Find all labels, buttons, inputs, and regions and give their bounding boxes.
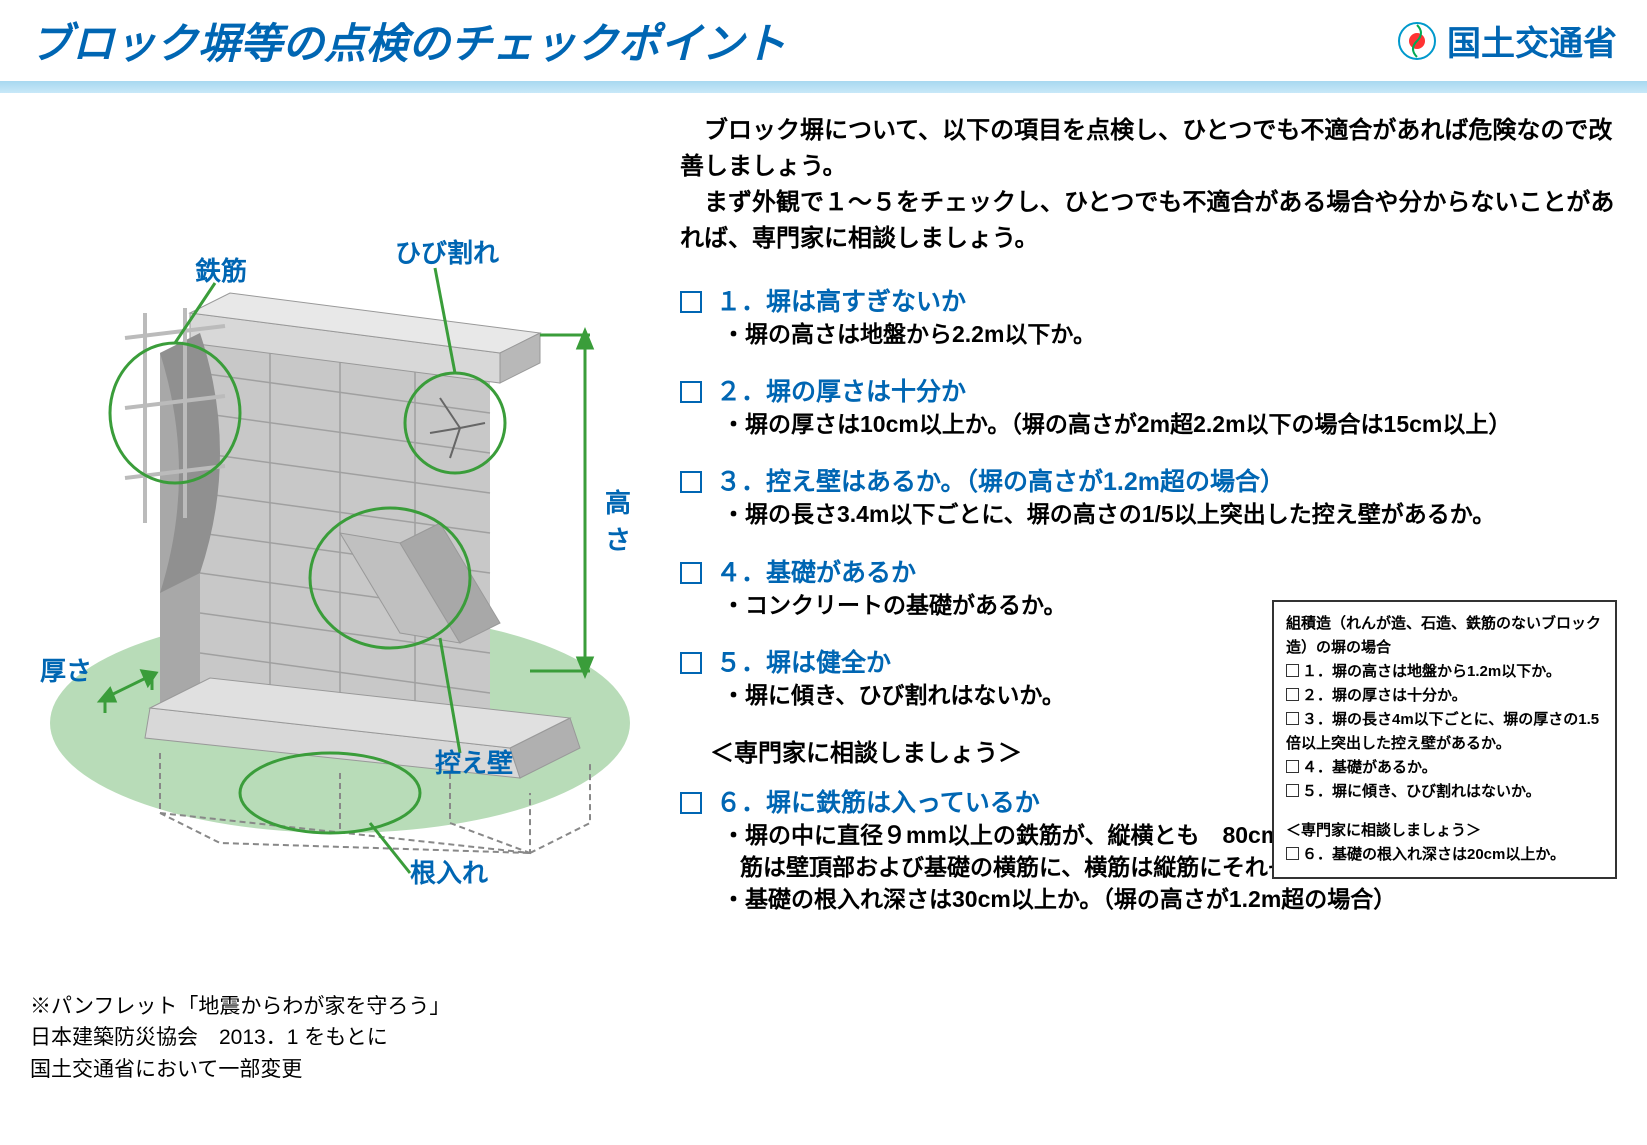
check-item: ３．控え壁はあるか。（塀の高さが1.2m超の場合）・塀の長さ3.4m以下ごとに、…: [680, 462, 1617, 530]
check-head: ３．控え壁はあるか。（塀の高さが1.2m超の場合）: [680, 462, 1617, 498]
infobox-item-row: １．塀の高さは地盤から1.2m以下か。: [1286, 660, 1603, 684]
checkbox-icon: [1286, 760, 1299, 773]
infobox-item: ６．基礎の根入れ深さは20cm以上か。: [1302, 846, 1565, 863]
check-detail: ・基礎の根入れ深さは30cm以上か。（塀の高さが1.2m超の場合）: [680, 883, 1617, 915]
label-footing: 根入れ: [410, 853, 488, 890]
footnote: ※パンフレット「地震からわが家を守ろう」 日本建築防災協会 2013．1 をもと…: [30, 991, 450, 1086]
label-crack: ひび割れ: [395, 233, 499, 270]
label-rebar: 鉄筋: [195, 251, 247, 288]
checkbox-icon: [680, 471, 702, 493]
check-head: ４．基礎があるか: [680, 553, 1617, 589]
label-buttress: 控え壁: [435, 743, 513, 780]
infobox-item-row: ４．基礎があるか。: [1286, 756, 1603, 780]
intro-text: ブロック塀について、以下の項目を点検し、ひとつでも不適合があれば危険なので改善し…: [680, 113, 1617, 257]
check-item: １．塀は高すぎないか・塀の高さは地盤から2.2m以下か。: [680, 282, 1617, 350]
infobox-item-row: ５．塀に傾き、ひび割れはないか。: [1286, 780, 1603, 804]
infobox-title: 組積造（れんが造、石造、鉄筋のないブロック造）の塀の場合: [1286, 612, 1603, 660]
infobox-item: ４．基礎があるか。: [1302, 759, 1437, 776]
label-thickness: 厚さ: [40, 651, 92, 688]
infobox-item: ５．塀に傾き、ひび割れはないか。: [1302, 783, 1541, 800]
check-item: ２．塀の厚さは十分か・塀の厚さは10cm以上か。（塀の高さが2m超2.2m以下の…: [680, 372, 1617, 440]
check-detail: ・塀の長さ3.4m以下ごとに、塀の高さの1/5以上突出した控え壁があるか。: [680, 498, 1617, 530]
checkbox-icon: [680, 652, 702, 674]
check-detail: ・塀の厚さは10cm以上か。（塀の高さが2m超2.2m以下の場合は15cm以上）: [680, 408, 1617, 440]
infobox-item: ３．塀の長さ4m以下ごとに、塀の厚さの1.5倍以上突出した控え壁があるか。: [1286, 711, 1599, 752]
checkbox-icon: [680, 792, 702, 814]
header: ブロック塀等の点検のチェックポイント 国土交通省: [0, 0, 1647, 76]
checkbox-icon: [680, 291, 702, 313]
ministry-logo: 国土交通省: [1397, 16, 1617, 65]
checkbox-icon: [1286, 688, 1299, 701]
page-title: ブロック塀等の点検のチェックポイント: [30, 10, 786, 71]
label-height: 高さ: [605, 483, 650, 557]
ministry-logo-icon: [1397, 21, 1437, 61]
checkbox-icon: [1286, 784, 1299, 797]
infobox-expert: ＜専門家に相談しましょう＞: [1286, 819, 1603, 843]
ministry-logo-text: 国土交通省: [1447, 16, 1617, 65]
infobox-item: ２．塀の厚さは十分か。: [1302, 687, 1467, 704]
infobox-item-row: ３．塀の長さ4m以下ごとに、塀の厚さの1.5倍以上突出した控え壁があるか。: [1286, 708, 1603, 756]
masonry-info-box: 組積造（れんが造、石造、鉄筋のないブロック造）の塀の場合 １．塀の高さは地盤から…: [1272, 600, 1617, 879]
checkbox-icon: [680, 381, 702, 403]
check-head: ２．塀の厚さは十分か: [680, 372, 1617, 408]
divider-bar: [0, 81, 1647, 93]
checkbox-icon: [1286, 712, 1299, 725]
checkbox-icon: [680, 562, 702, 584]
check-detail: ・塀の高さは地盤から2.2m以下か。: [680, 318, 1617, 350]
checkbox-icon: [1286, 847, 1299, 860]
diagram-panel: ひび割れ 鉄筋 高さ 厚さ 控え壁 根入れ: [30, 113, 650, 938]
checkbox-icon: [1286, 664, 1299, 677]
infobox-item: １．塀の高さは地盤から1.2m以下か。: [1302, 663, 1561, 680]
wall-diagram: [30, 113, 650, 913]
infobox-item-row: ２．塀の厚さは十分か。: [1286, 684, 1603, 708]
check-head: １．塀は高すぎないか: [680, 282, 1617, 318]
